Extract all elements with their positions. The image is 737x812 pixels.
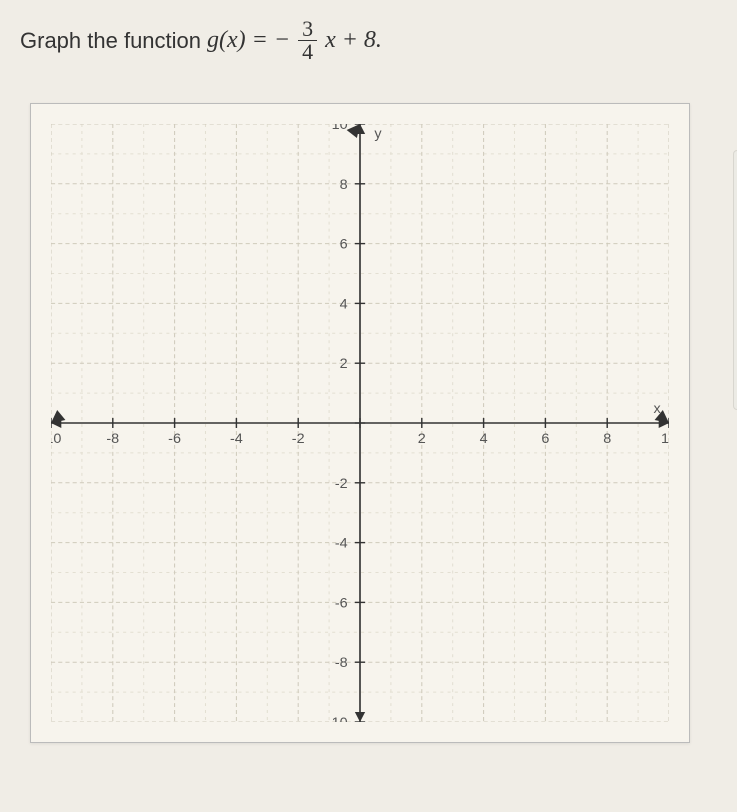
svg-text:6: 6 — [340, 237, 348, 253]
svg-text:10: 10 — [661, 431, 669, 447]
equals-sign: = − — [252, 27, 290, 54]
svg-text:y: y — [374, 126, 382, 142]
fraction-numerator: 3 — [298, 18, 317, 41]
svg-text:8: 8 — [340, 177, 348, 193]
svg-text:4: 4 — [480, 431, 488, 447]
function-lhs: g(x) — [207, 27, 246, 54]
coordinate-grid[interactable]: -10 -8 -6 -4 -2 2 4 6 8 10 10 8 6 4 2 -2 -4 -6 -8 -10 y x — [51, 124, 669, 722]
prompt-tail: x + 8. — [325, 27, 382, 54]
prompt-prefix: Graph the function — [20, 28, 201, 54]
graph-panel: -10 -8 -6 -4 -2 2 4 6 8 10 10 8 6 4 2 -2 -4 -6 -8 -10 y x — [30, 103, 690, 743]
svg-text:10: 10 — [332, 124, 348, 133]
svg-text:-2: -2 — [292, 431, 305, 447]
side-panel-edge — [733, 150, 737, 410]
question-prompt: Graph the function g(x) = − 3 4 x + 8. — [20, 18, 717, 63]
svg-text:-8: -8 — [335, 655, 348, 671]
svg-text:-6: -6 — [168, 431, 181, 447]
graph-area[interactable]: -10 -8 -6 -4 -2 2 4 6 8 10 10 8 6 4 2 -2 -4 -6 -8 -10 y x — [51, 124, 669, 722]
svg-text:-6: -6 — [335, 596, 348, 612]
svg-text:-8: -8 — [106, 431, 119, 447]
fraction: 3 4 — [298, 18, 317, 63]
svg-text:2: 2 — [418, 431, 426, 447]
svg-text:x: x — [654, 401, 661, 417]
svg-text:-10: -10 — [51, 431, 62, 447]
svg-text:-4: -4 — [230, 431, 243, 447]
svg-text:8: 8 — [603, 431, 611, 447]
svg-text:6: 6 — [541, 431, 549, 447]
svg-text:4: 4 — [340, 297, 348, 313]
svg-text:2: 2 — [340, 356, 348, 372]
svg-text:-2: -2 — [335, 476, 348, 492]
fraction-denominator: 4 — [298, 41, 317, 63]
svg-text:-10: -10 — [327, 715, 348, 722]
svg-text:-4: -4 — [335, 536, 348, 552]
